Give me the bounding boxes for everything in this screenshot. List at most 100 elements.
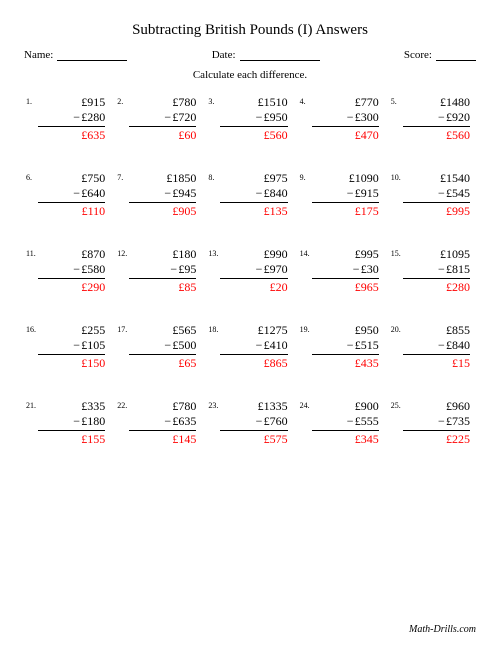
problem-number: 25.: [391, 399, 403, 410]
subtrahend: −£815: [403, 262, 470, 277]
problem-number: 12.: [117, 247, 129, 258]
rule-line: [220, 430, 287, 431]
minuend: £915: [38, 95, 105, 110]
answer: £575: [220, 432, 287, 447]
rule-line: [129, 126, 196, 127]
problem-stack: £950−£515£435: [312, 323, 383, 371]
problem-number: 14.: [300, 247, 312, 258]
answer: £280: [403, 280, 470, 295]
rule-line: [38, 430, 105, 431]
problem-stack: £995−£30£965: [312, 247, 383, 295]
problem-number: 23.: [208, 399, 220, 410]
problem-stack: £1090−£915£175: [312, 171, 383, 219]
problem-stack: £960−£735£225: [403, 399, 474, 447]
name-blank: [57, 49, 127, 61]
rule-line: [129, 354, 196, 355]
problem-stack: £1510−£950£560: [220, 95, 291, 143]
problem-number: 3.: [208, 95, 220, 106]
problem: 20.£855−£840£15: [391, 323, 474, 371]
subtrahend: −£640: [38, 186, 105, 201]
problem: 6.£750−£640£110: [26, 171, 109, 219]
subtrahend: −£915: [312, 186, 379, 201]
problem-stack: £1335−£760£575: [220, 399, 291, 447]
subtrahend: −£30: [312, 262, 379, 277]
problem: 5.£1480−£920£560: [391, 95, 474, 143]
minuend: £180: [129, 247, 196, 262]
problem: 7.£1850−£945£905: [117, 171, 200, 219]
date-label: Date:: [212, 49, 236, 61]
problem-stack: £990−£970£20: [220, 247, 291, 295]
rule-line: [312, 354, 379, 355]
problem-stack: £780−£635£145: [129, 399, 200, 447]
answer: £20: [220, 280, 287, 295]
rule-line: [129, 430, 196, 431]
problem: 11.£870−£580£290: [26, 247, 109, 295]
minuend: £750: [38, 171, 105, 186]
minuend: £255: [38, 323, 105, 338]
subtrahend: −£720: [129, 110, 196, 125]
name-label: Name:: [24, 49, 53, 61]
date-blank: [240, 49, 320, 61]
problem-stack: £335−£180 £155: [38, 399, 109, 447]
problem-stack: £180−£95£85: [129, 247, 200, 295]
rule-line: [403, 354, 470, 355]
problem: 19.£950−£515£435: [300, 323, 383, 371]
problem: 3.£1510−£950£560: [208, 95, 291, 143]
problem: 4.£770−£300£470: [300, 95, 383, 143]
subtrahend: −£950: [220, 110, 287, 125]
problem-number: 2.: [117, 95, 129, 106]
problem-number: 19.: [300, 323, 312, 334]
subtrahend: −£840: [220, 186, 287, 201]
problem-stack: £565−£500£65: [129, 323, 200, 371]
minuend: £1480: [403, 95, 470, 110]
score-field: Score:: [404, 49, 476, 61]
minuend: £335: [38, 399, 105, 414]
problem-stack: £750−£640 £110: [38, 171, 109, 219]
answer: £865: [220, 356, 287, 371]
problem-number: 1.: [26, 95, 38, 106]
name-field: Name:: [24, 49, 127, 61]
instruction-text: Calculate each difference.: [24, 69, 476, 81]
minuend: £960: [403, 399, 470, 414]
problem: 13.£990−£970£20: [208, 247, 291, 295]
answer: £145: [129, 432, 196, 447]
subtrahend: −£180: [38, 414, 105, 429]
answer: £470: [312, 128, 379, 143]
minuend: £1510: [220, 95, 287, 110]
problem-number: 4.: [300, 95, 312, 106]
page-title: Subtracting British Pounds (I) Answers: [24, 22, 476, 39]
subtrahend: −£920: [403, 110, 470, 125]
minuend: £1275: [220, 323, 287, 338]
worksheet-page: Subtracting British Pounds (I) Answers N…: [0, 0, 500, 647]
rule-line: [403, 430, 470, 431]
minuend: £975: [220, 171, 287, 186]
answer: £965: [312, 280, 379, 295]
problem-number: 17.: [117, 323, 129, 334]
minuend: £1090: [312, 171, 379, 186]
rule-line: [129, 202, 196, 203]
problem: 15.£1095−£815£280: [391, 247, 474, 295]
problem: 22.£780−£635£145: [117, 399, 200, 447]
problem: 10.£1540−£545£995: [391, 171, 474, 219]
problem-stack: £855−£840£15: [403, 323, 474, 371]
answer: £635: [38, 128, 105, 143]
problem: 21.£335−£180£155: [26, 399, 109, 447]
rule-line: [38, 354, 105, 355]
subtrahend: −£105: [38, 338, 105, 353]
rule-line: [220, 126, 287, 127]
rule-line: [312, 430, 379, 431]
date-field: Date:: [212, 49, 320, 61]
problem: 1.£915−£280£635: [26, 95, 109, 143]
answer: £225: [403, 432, 470, 447]
minuend: £1850: [129, 171, 196, 186]
answer: £85: [129, 280, 196, 295]
problem: 24.£900−£555£345: [300, 399, 383, 447]
answer: £110: [38, 204, 105, 219]
problem: 8.£975−£840£135: [208, 171, 291, 219]
rule-line: [403, 278, 470, 279]
problem-number: 16.: [26, 323, 38, 334]
answer: £155: [38, 432, 105, 447]
problem-stack: £1275−£410£865: [220, 323, 291, 371]
minuend: £950: [312, 323, 379, 338]
problem-number: 18.: [208, 323, 220, 334]
